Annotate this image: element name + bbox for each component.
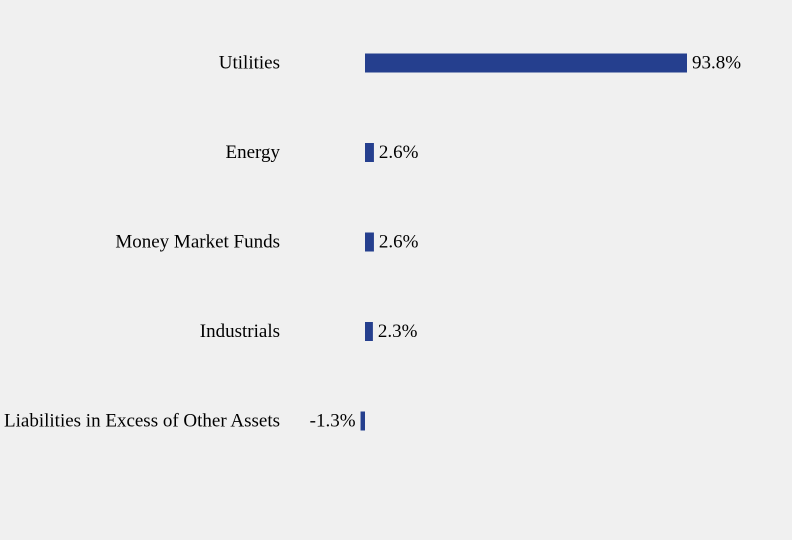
category-label-liabilities-in-excess-of-other-assets: Liabilities in Excess of Other Assets bbox=[4, 411, 280, 432]
category-label-money-market-funds: Money Market Funds bbox=[115, 232, 280, 253]
value-label-utilities: 93.8% bbox=[692, 53, 741, 74]
category-label-utilities: Utilities bbox=[219, 53, 280, 74]
value-label-industrials: 2.3% bbox=[378, 321, 418, 342]
bar-liabilities-in-excess-of-other-assets bbox=[360, 411, 365, 431]
category-label-industrials: Industrials bbox=[200, 321, 280, 342]
value-label-energy: 2.6% bbox=[379, 142, 419, 163]
bar-industrials bbox=[365, 322, 373, 341]
category-label-energy: Energy bbox=[225, 142, 280, 163]
bar-utilities bbox=[365, 53, 687, 73]
value-label-money-market-funds: 2.6% bbox=[379, 232, 419, 253]
bar-energy bbox=[365, 143, 374, 162]
bar-money-market-funds bbox=[365, 232, 374, 252]
value-label-liabilities-in-excess-of-other-assets: -1.3% bbox=[310, 411, 356, 432]
bars-layer: Utilities 93.8% Energy 2.6% Money Market Fun… bbox=[4, 53, 741, 432]
